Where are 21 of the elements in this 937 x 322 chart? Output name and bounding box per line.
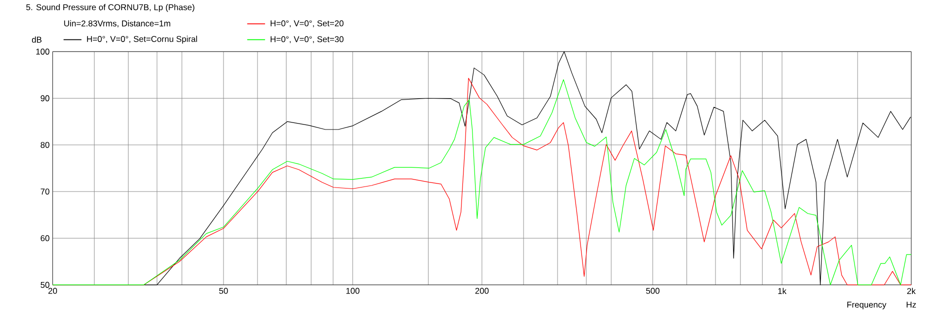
x-tick-label: 50 (219, 288, 228, 294)
x-tick-label: 100 (346, 288, 360, 294)
x-tick-label: 500 (646, 288, 660, 294)
x-tick-label: 200 (475, 288, 489, 294)
y-tick-label: 70 (40, 188, 50, 195)
chart-title: 5. Sound Pressure of CORNU7B, Lp (Phase) (26, 4, 194, 12)
y-tick-label: 60 (40, 235, 50, 242)
legend-label: H=0°, V=0°, Set=20 (270, 20, 344, 28)
text: Hz (906, 302, 916, 308)
x-tick-label: 1k (778, 288, 786, 294)
y-tick-label: 80 (40, 142, 50, 148)
legend-label: H=0°, V=0°, Set=Cornu Spiral (87, 36, 197, 44)
x-tick-label: 20 (48, 288, 58, 294)
chart-subtitle: Uin=2.83Vrms, Distance=1m (64, 20, 170, 28)
x-axis-title: Frequency (847, 302, 886, 310)
legend-label: H=0°, V=0°, Set=30 (270, 36, 344, 44)
y-tick-label: 50 (40, 282, 50, 288)
x-tick-label: 2k (907, 288, 916, 294)
y-tick-label: 90 (40, 95, 50, 102)
y-tick-label: 100 (36, 48, 50, 55)
y-axis-title: dB (32, 36, 42, 43)
